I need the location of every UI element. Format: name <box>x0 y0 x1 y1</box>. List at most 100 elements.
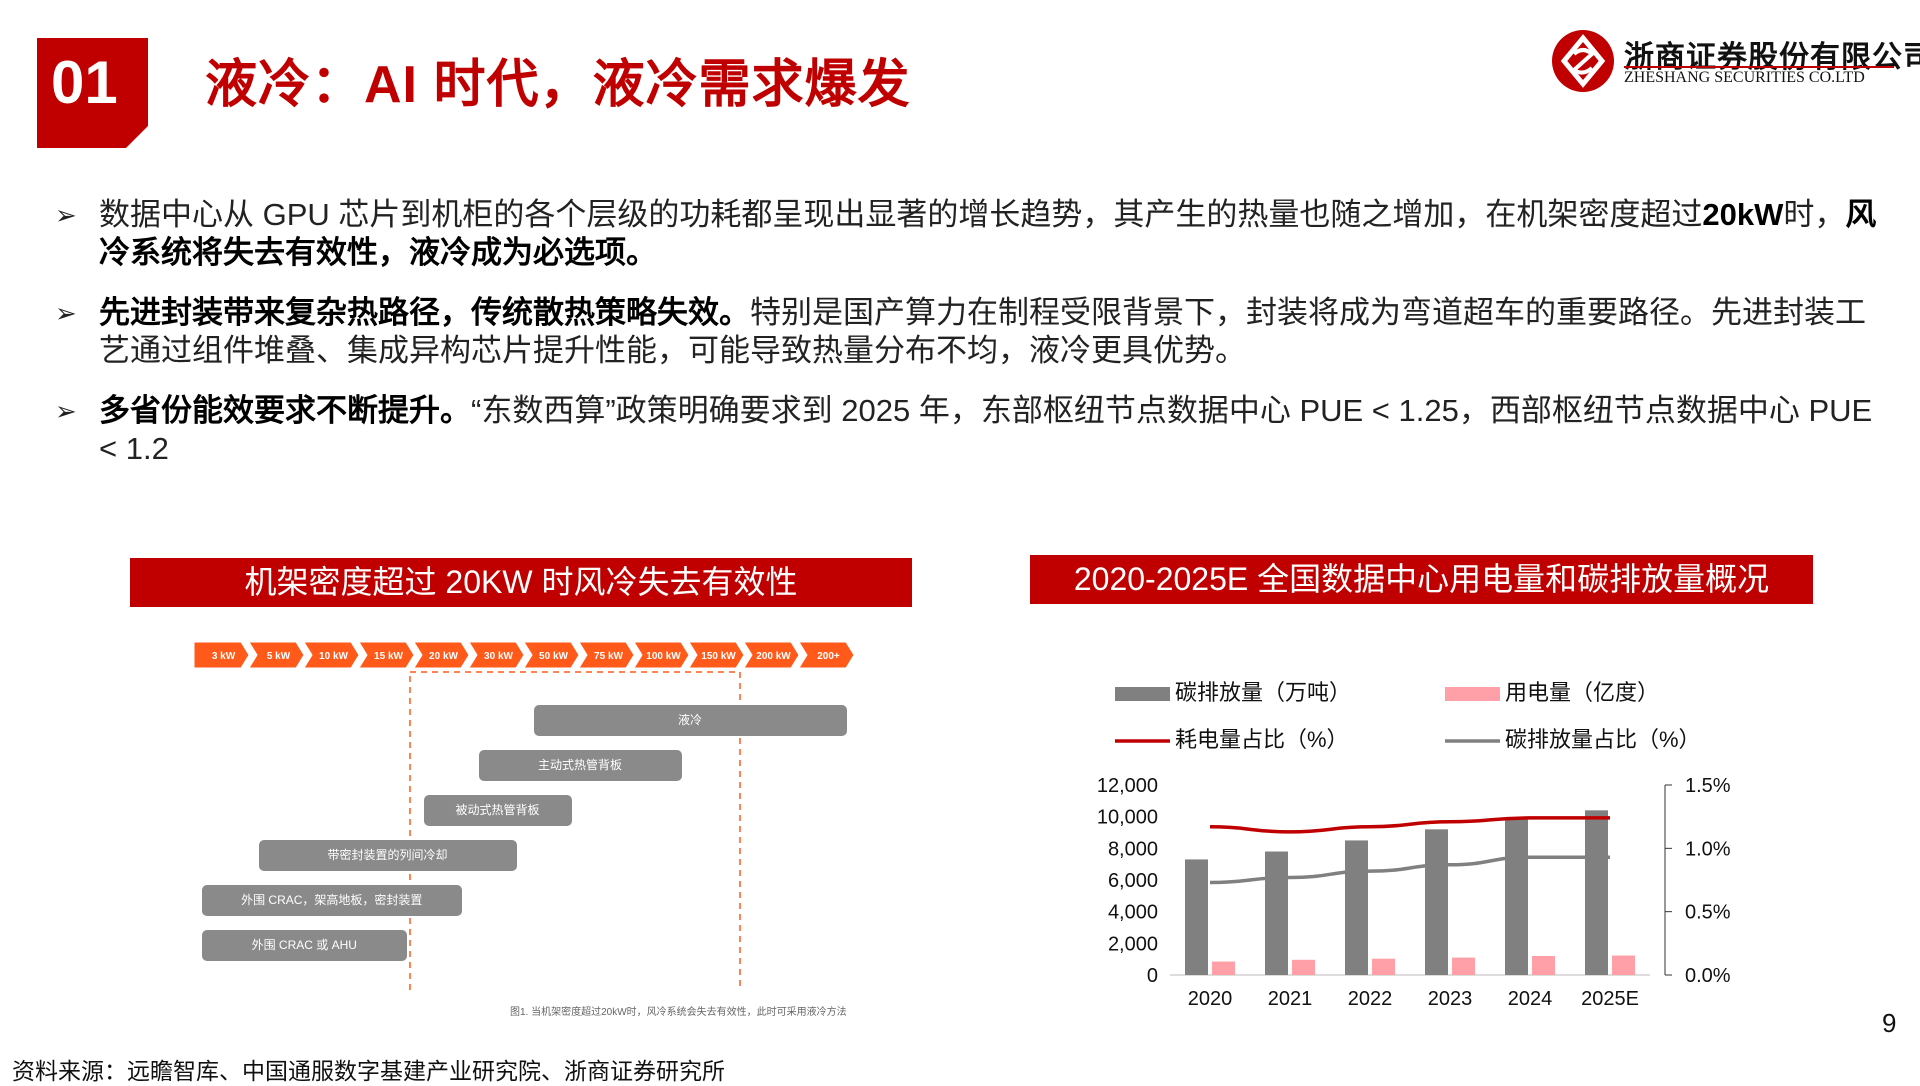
left-panel-title: 机架密度超过 20KW 时风冷失去有效性 <box>130 558 912 607</box>
power-bar <box>1372 958 1395 975</box>
density-tick-label: 5 kW <box>267 651 291 662</box>
figure-caption: 图1. 当机架密度超过20kW时，风冷系统会失去有效性，此时可采用液冷方法 <box>510 1007 847 1018</box>
right-axis-tick-label: 0.5% <box>1685 902 1731 924</box>
density-arrow-segment <box>578 641 635 669</box>
density-arrow-segment <box>248 641 305 669</box>
arrow-bullet-icon: ➢ <box>55 396 77 426</box>
right-axis-tick-label: 1.0% <box>1685 838 1731 860</box>
bullet-item: ➢ 多省份能效要求不断提升。“东数西算”政策明确要求到 2025 年，东部枢纽节… <box>55 392 1885 468</box>
density-tick-label: 200 kW <box>756 651 791 662</box>
x-axis-tick-label: 2023 <box>1428 988 1473 1010</box>
bullet-text-bold: 20kW <box>1702 197 1784 232</box>
density-tick-label: 200+ <box>817 651 840 662</box>
carbon-bar <box>1185 859 1208 975</box>
density-tick-label: 75 kW <box>594 651 623 662</box>
density-arrow-segment <box>633 641 690 669</box>
carbon-bar <box>1265 851 1288 975</box>
cooling-method-bar: 液冷 <box>533 705 847 736</box>
density-arrow-segment <box>798 641 855 669</box>
left-axis-tick-label: 10,000 <box>1097 807 1158 829</box>
logo-divider <box>1624 66 1894 68</box>
power-bar <box>1532 956 1555 975</box>
density-arrow-segment <box>523 641 580 669</box>
density-tick-label: 3 kW <box>212 651 236 662</box>
density-tick-label: 150 kW <box>701 651 736 662</box>
power-bar <box>1452 957 1475 975</box>
power-bar <box>1612 955 1635 975</box>
bullet-list: ➢ 数据中心从 GPU 芯片到机柜的各个层级的功耗都呈现出显著的增长趋势，其产生… <box>55 196 1885 490</box>
bullet-text-bold: 先进封装带来复杂热路径，传统散热策略失效。 <box>99 295 750 330</box>
bullet-text: 时， <box>1783 197 1846 232</box>
right-axis-tick-label: 0.0% <box>1685 965 1731 987</box>
section-number: 01 <box>51 49 118 116</box>
power-share-line <box>1209 816 1610 834</box>
carbon-share-line <box>1209 855 1610 885</box>
left-axis-tick-label: 8,000 <box>1108 838 1158 860</box>
cooling-method-bars: 液冷主动式热管背板被动式热管背板带密封装置的列间冷却外围 CRAC，架高地板，密… <box>190 630 890 990</box>
arrow-bullet-icon: ➢ <box>55 298 77 328</box>
rack-density-figure: 3 kW 5 kW 10 kW 15 kW 20 kW 30 kW 50 kW 75 kW 10… <box>190 630 890 1010</box>
x-axis-tick-label: 2024 <box>1508 988 1553 1010</box>
legend-label: 碳排放量占比（%） <box>1505 727 1701 752</box>
threshold-range-box <box>409 671 741 990</box>
bullet-item: ➢ 数据中心从 GPU 芯片到机柜的各个层级的功耗都呈现出显著的增长趋势，其产生… <box>55 196 1885 272</box>
cooling-method-bar: 主动式热管背板 <box>478 750 682 781</box>
x-axis-tick-label: 2022 <box>1348 988 1393 1010</box>
arrow-bullet-icon: ➢ <box>55 200 77 230</box>
right-axis-tick-label: 1.5% <box>1685 775 1731 797</box>
carbon-bar <box>1505 818 1528 975</box>
density-arrow-segment <box>358 641 415 669</box>
logo-mark-icon <box>1552 30 1614 92</box>
carbon-bar <box>1425 829 1448 975</box>
cooling-method-bar: 带密封装置的列间冷却 <box>258 840 517 871</box>
page-number: 9 <box>1882 1008 1897 1038</box>
legend-swatch <box>1445 687 1500 701</box>
bullet-text: 特别是国产算力在制程受限背景下，封装将成为弯道超车的重要路径。先进封装工艺通过组… <box>99 295 1866 368</box>
power-bar <box>1292 959 1315 975</box>
density-tick-label: 50 kW <box>539 651 568 662</box>
left-axis-tick-label: 12,000 <box>1097 775 1158 797</box>
bullet-text-bold: 多省份能效要求不断提升。 <box>99 393 471 428</box>
cooling-method-bar: 外围 CRAC 或 AHU <box>202 930 407 961</box>
bullet-text: 数据中心从 GPU 芯片到机柜的各个层级的功耗都呈现出显著的增长趋势，其产生的热… <box>99 197 1703 232</box>
left-axis-tick-label: 0 <box>1147 965 1158 987</box>
left-axis-tick-label: 2,000 <box>1108 933 1158 955</box>
logo-company-name: 浙商证券股份有限公司 <box>1624 41 1920 74</box>
left-axis-tick-label: 6,000 <box>1108 870 1158 892</box>
bullet-text: “东数西算”政策明确要求到 2025 年，东部枢纽节点数据中心 PUE < 1.… <box>99 393 1873 466</box>
legend-swatch <box>1115 687 1170 701</box>
density-tick-label: 15 kW <box>374 651 403 662</box>
cooling-method-bar: 被动式热管背板 <box>423 795 572 826</box>
logo-company-name-en: ZHESHANG SECURITIES CO.LTD <box>1624 69 1865 86</box>
density-tick-label: 20 kW <box>429 651 458 662</box>
legend-label: 耗电量占比（%） <box>1175 727 1349 752</box>
power-bar <box>1212 961 1235 975</box>
density-tick-label: 30 kW <box>484 651 513 662</box>
density-arrow-segment <box>193 641 250 669</box>
density-tick-label: 100 kW <box>646 651 681 662</box>
density-tick-label: 10 kW <box>319 651 348 662</box>
density-arrow-segment <box>468 641 525 669</box>
legend-label: 碳排放量（万吨） <box>1175 680 1351 705</box>
x-axis-tick-label: 2020 <box>1188 988 1233 1010</box>
density-arrow-segment <box>688 641 745 669</box>
density-arrow-strip: 3 kW 5 kW 10 kW 15 kW 20 kW 30 kW 50 kW 75 kW 10… <box>193 641 855 669</box>
cooling-method-bar: 外围 CRAC，架高地板，密封装置 <box>202 885 462 916</box>
section-number-badge: 01 <box>37 38 148 148</box>
legend-label: 用电量（亿度） <box>1505 680 1659 705</box>
x-axis-tick-label: 2021 <box>1268 988 1313 1010</box>
right-panel-title: 2020-2025E 全国数据中心用电量和碳排放量概况 <box>1030 555 1813 604</box>
power-carbon-chart: 0 2,000 4,000 6,000 8,000 10,000 12,000 0.0% 0.5… <box>1097 680 1731 1010</box>
threshold-dashed-box <box>409 671 741 990</box>
company-logo: 浙商证券股份有限公司 ZHESHANG SECURITIES CO.LTD <box>1552 30 1920 92</box>
page-title: 液冷：AI 时代，液冷需求爆发 <box>205 56 911 114</box>
x-axis-tick-label: 2025E <box>1581 988 1639 1010</box>
source-note: 资料来源：远瞻智库、中国通服数字基建产业研究院、浙商证券研究所 <box>12 1058 725 1084</box>
density-arrow-segment <box>743 641 800 669</box>
density-arrow-segment <box>303 641 360 669</box>
bullet-item: ➢ 先进封装带来复杂热路径，传统散热策略失效。特别是国产算力在制程受限背景下，封… <box>55 294 1885 370</box>
left-axis-tick-label: 4,000 <box>1108 902 1158 924</box>
density-arrow-segment <box>413 641 470 669</box>
carbon-bar <box>1345 840 1368 975</box>
carbon-bar <box>1585 810 1608 975</box>
